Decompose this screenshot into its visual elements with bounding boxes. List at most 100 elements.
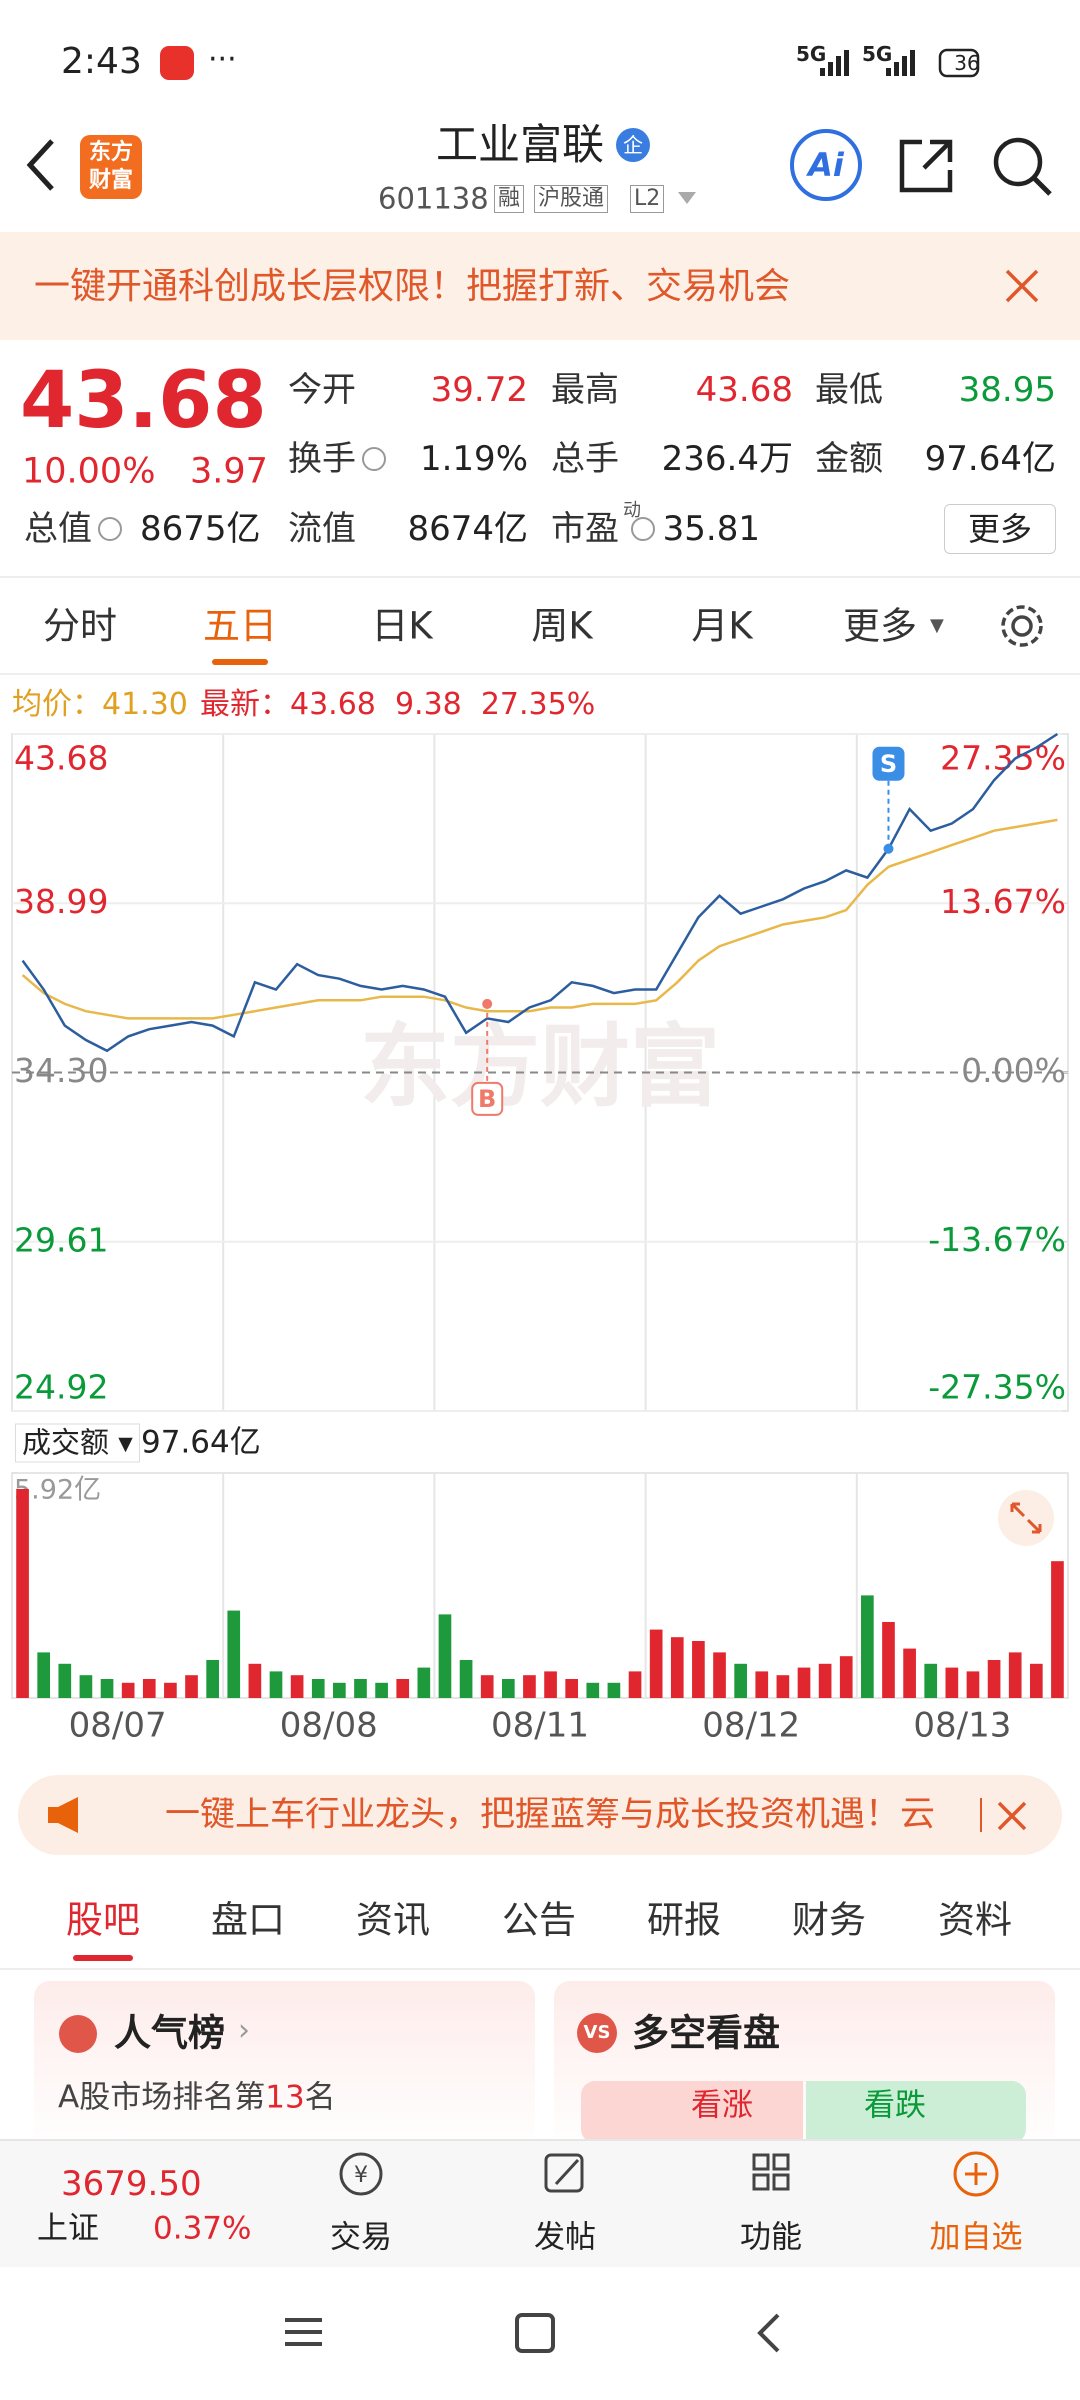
y2-tick-label: 0.00% <box>961 1051 1066 1090</box>
volume-bar <box>100 1678 114 1698</box>
price: 43.68 <box>20 356 267 446</box>
volume-bar <box>311 1678 325 1698</box>
y-tick-label: 29.61 <box>14 1220 108 1259</box>
volume-bar <box>586 1682 600 1698</box>
stat-label: 换手 <box>288 439 356 479</box>
more-button[interactable]: 更多 <box>944 504 1056 554</box>
nav-item[interactable]: 功能 <box>740 2219 802 2256</box>
close-button[interactable] <box>1004 268 1040 304</box>
menu-button[interactable] <box>285 2318 322 2346</box>
index-change[interactable]: 0.37% <box>153 2210 252 2247</box>
ad-banner[interactable] <box>18 1775 1062 1855</box>
stock-name: 工业富联 <box>435 120 605 169</box>
y2-tick-label: -13.67% <box>928 1220 1066 1259</box>
content-tab[interactable]: 财务 <box>792 1898 866 1942</box>
info-icon[interactable] <box>362 447 386 471</box>
volume-bar <box>354 1678 367 1698</box>
annotation-badge <box>872 746 905 781</box>
annotation-label: S <box>880 750 897 778</box>
content-tab[interactable]: 股吧 <box>66 1898 140 1942</box>
banner[interactable] <box>0 232 1080 340</box>
bear-label: 看跌 <box>864 2087 926 2124</box>
info-icon[interactable] <box>631 517 655 541</box>
stat-label: 市盈 <box>551 509 619 549</box>
bull-button[interactable] <box>581 2081 803 2143</box>
bear-button[interactable] <box>806 2081 1026 2143</box>
volume-bar <box>501 1678 515 1698</box>
stat-value: 38.95 <box>958 370 1056 410</box>
period-tab[interactable]: 周K <box>531 604 593 648</box>
volume-bar <box>565 1678 579 1698</box>
period-tab[interactable]: 分时 <box>43 604 117 648</box>
last-price: 最新：43.68 9.38 27.35% <box>200 690 595 720</box>
megaphone-icon <box>48 1797 78 1833</box>
ai-button[interactable]: Ai <box>790 129 862 201</box>
content-tab[interactable]: 公告 <box>502 1898 576 1942</box>
volume-bar <box>290 1675 304 1698</box>
system-nav <box>285 2313 780 2353</box>
volume-selector[interactable]: 成交额 ▾ <box>15 1423 140 1463</box>
back-nav-button[interactable] <box>757 2313 780 2353</box>
settings-button[interactable] <box>996 600 1048 652</box>
x-tick-label: 08/12 <box>702 1706 800 1746</box>
volume-bar <box>882 1621 895 1698</box>
x-tick-label: 08/07 <box>69 1706 167 1746</box>
volume-bar <box>164 1682 177 1698</box>
content-tab[interactable]: 研报 <box>647 1898 721 1942</box>
stat-value: 8675亿 <box>140 509 261 549</box>
x-tick-label: 08/13 <box>913 1706 1011 1746</box>
volume-bar <box>1051 1561 1064 1698</box>
nav-item[interactable]: 交易 <box>330 2219 392 2256</box>
content-tab[interactable]: 资料 <box>938 1898 1012 1942</box>
rank: 13 <box>265 2079 305 2116</box>
volume-bar <box>396 1678 410 1698</box>
status-more: ··· <box>208 42 237 77</box>
logo[interactable]: 东方 财富 <box>80 135 142 199</box>
ad-text[interactable]: 一键上车行业龙头，把握蓝筹与成长投资机遇！云 <box>165 1797 936 1833</box>
period-tab[interactable]: 更多 <box>843 604 917 648</box>
chevron: › <box>238 2013 250 2048</box>
volume-bar <box>375 1682 388 1698</box>
home-button[interactable] <box>515 2313 555 2353</box>
volume-bar <box>692 1640 705 1698</box>
banner-text[interactable]: 一键开通科创成长层权限！把握打新、交易机会 <box>34 266 791 307</box>
volume-bar <box>438 1614 452 1698</box>
volume-bar <box>903 1648 916 1698</box>
search-button[interactable] <box>990 134 1054 198</box>
stat-value: 97.64亿 <box>924 439 1056 479</box>
nav-item[interactable]: 发帖 <box>534 2219 596 2256</box>
stat-value: 1.19% <box>419 439 528 479</box>
info-icon[interactable] <box>98 517 122 541</box>
network: 5G <box>862 42 893 66</box>
volume-bar <box>523 1675 536 1698</box>
stat-label: 总值 <box>24 509 92 549</box>
signal-icons <box>820 48 980 78</box>
period-tab[interactable]: 日K <box>371 604 433 648</box>
nav-item[interactable]: 加自选 <box>929 2219 1023 2256</box>
dropdown-icon[interactable] <box>676 190 698 206</box>
volume-bar <box>1008 1652 1022 1698</box>
volume-bar <box>58 1663 72 1698</box>
volume-bar <box>924 1663 938 1698</box>
volume-bar <box>37 1652 51 1698</box>
back-button[interactable] <box>20 135 60 195</box>
close-button[interactable] <box>996 1800 1028 1832</box>
y-tick-label: 34.30 <box>14 1051 108 1090</box>
index-value[interactable]: 3679.50 <box>61 2164 202 2204</box>
expand-button[interactable] <box>996 1488 1056 1548</box>
popularity-card[interactable] <box>34 1981 535 2151</box>
rank-text: A股市场排名第13名 <box>58 2079 336 2116</box>
content-tab[interactable]: 盘口 <box>211 1898 285 1942</box>
period-tab[interactable]: 五日 <box>203 604 277 648</box>
period-tab[interactable]: 月K <box>691 604 753 648</box>
content-tab[interactable]: 资讯 <box>356 1898 430 1942</box>
volume-bar <box>248 1663 262 1698</box>
volume-bar <box>1029 1663 1043 1698</box>
separator <box>980 1798 982 1832</box>
stat-label: 流值 <box>288 509 356 549</box>
volume-bar <box>544 1671 557 1698</box>
volume-bar <box>628 1671 642 1698</box>
dropdown-caret: ▼ <box>930 615 944 636</box>
share-button[interactable] <box>896 136 956 196</box>
index-name[interactable]: 上证 <box>37 2210 99 2247</box>
